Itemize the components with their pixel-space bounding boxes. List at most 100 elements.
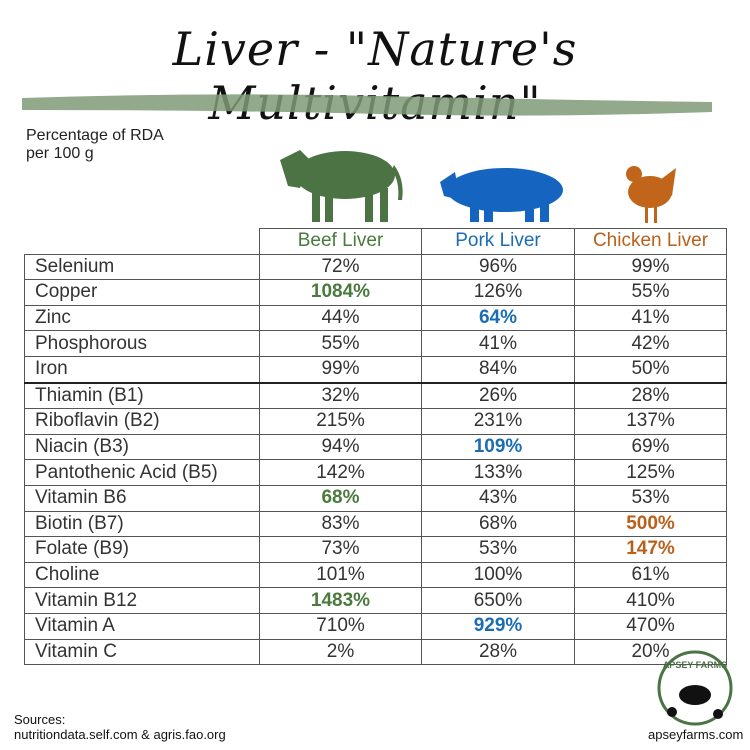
column-header: Pork Liver: [421, 228, 575, 255]
cell: 101%: [259, 561, 422, 589]
row-label: Zinc: [24, 304, 260, 332]
row-label: Vitamin B12: [24, 587, 260, 614]
cell: 53%: [574, 484, 727, 512]
cell: 44%: [259, 304, 422, 332]
cell: 26%: [421, 382, 575, 410]
cell: 147%: [574, 536, 727, 563]
table-row: Choline 101% 100% 61%: [24, 561, 727, 589]
row-label: Folate (B9): [24, 536, 260, 563]
cell: 72%: [259, 253, 422, 281]
row-label: Selenium: [24, 253, 260, 281]
table-row: Vitamin B12 1483% 650% 410%: [24, 587, 727, 614]
cell: 20%: [574, 638, 727, 666]
cell: 100%: [421, 561, 575, 589]
cell: 96%: [421, 253, 575, 281]
cell: 32%: [259, 382, 422, 410]
row-label: Biotin (B7): [24, 510, 260, 538]
sources: Sources: nutritiondata.self.com & agris.f…: [14, 712, 226, 742]
cell: 410%: [574, 587, 727, 614]
url: apseyfarms.com: [648, 727, 744, 742]
logo-text: APSEY FARMS: [663, 660, 727, 670]
row-label: Riboflavin (B2): [24, 408, 260, 435]
table-row: Zinc 44% 64% 41%: [24, 304, 727, 332]
header-blank: [24, 228, 260, 255]
cell: 99%: [574, 253, 727, 281]
row-label: Vitamin B6: [24, 484, 260, 512]
row-label: Vitamin C: [24, 638, 260, 666]
cow: [280, 150, 403, 222]
cell: 61%: [574, 561, 727, 589]
cell: 1483%: [259, 587, 422, 614]
table-row: Copper 1084% 126% 55%: [24, 279, 727, 306]
table-row: Biotin (B7) 83% 68% 500%: [24, 510, 727, 538]
subtitle-line: Percentage of RDA: [26, 127, 164, 144]
cell: 55%: [574, 279, 727, 306]
chicken: [626, 166, 676, 223]
cell: 500%: [574, 510, 727, 538]
row-label: Choline: [24, 561, 260, 589]
row-label: Vitamin A: [24, 612, 260, 640]
row-label: Copper: [24, 279, 260, 306]
cell: 41%: [421, 330, 575, 357]
row-label: Phosphorous: [24, 330, 260, 357]
table-row: Iron 99% 84% 50%: [24, 355, 727, 384]
subtitle-line: per 100 g: [26, 145, 94, 162]
header-row: Beef Liver Pork Liver Chicken Liver: [24, 228, 727, 255]
cell: 109%: [421, 433, 575, 461]
table: Beef Liver Pork Liver Chicken Liver Seleniu…: [24, 228, 727, 666]
cell: 41%: [574, 304, 727, 332]
cell: 231%: [421, 408, 575, 435]
cell: 83%: [259, 510, 422, 538]
table-row: Selenium 72% 96% 99%: [24, 253, 727, 281]
cell: 126%: [421, 279, 575, 306]
subtitle: Percentage of RDA per 100 g: [26, 127, 164, 163]
cell: 470%: [574, 612, 727, 640]
table-row: Riboflavin (B2) 215% 231% 137%: [24, 408, 727, 435]
column-header: Chicken Liver: [574, 228, 727, 255]
cell: 133%: [421, 459, 575, 486]
cell: 68%: [259, 484, 422, 512]
cell: 68%: [421, 510, 575, 538]
cell: 215%: [259, 408, 422, 435]
cell: 28%: [421, 638, 575, 666]
cell: 64%: [421, 304, 575, 332]
table-row: Vitamin A 710% 929% 470%: [24, 612, 727, 640]
cell: 28%: [574, 382, 727, 410]
logo: APSEY FARMS: [657, 650, 733, 726]
cell: 1084%: [259, 279, 422, 306]
table-row: Vitamin B6 68% 43% 53%: [24, 484, 727, 512]
cell: 94%: [259, 433, 422, 461]
cell: 69%: [574, 433, 727, 461]
table-row: Pantothenic Acid (B5) 142% 133% 125%: [24, 459, 727, 486]
row-label: Niacin (B3): [24, 433, 260, 461]
cell: 73%: [259, 536, 422, 563]
table-row: Thiamin (B1) 32% 26% 28%: [24, 382, 727, 410]
row-label: Iron: [24, 355, 260, 384]
cell: 650%: [421, 587, 575, 614]
row-label: Pantothenic Acid (B5): [24, 459, 260, 486]
cell: 142%: [259, 459, 422, 486]
cell: 710%: [259, 612, 422, 640]
cell: 137%: [574, 408, 727, 435]
table-row: Folate (B9) 73% 53% 147%: [24, 536, 727, 563]
cell: 2%: [259, 638, 422, 666]
cell: 43%: [421, 484, 575, 512]
column-header: Beef Liver: [259, 228, 422, 255]
table-row: Phosphorous 55% 41% 42%: [24, 330, 727, 357]
source-line: nutritiondata.self.com & agris.fao.org: [14, 727, 226, 742]
cell: 929%: [421, 612, 575, 640]
cell: 55%: [259, 330, 422, 357]
cell: 42%: [574, 330, 727, 357]
source-line: Sources:: [14, 712, 66, 727]
cell: 53%: [421, 536, 575, 563]
cell: 84%: [421, 355, 575, 384]
cell: 50%: [574, 355, 727, 384]
pig: [440, 168, 563, 222]
brush-stroke: [22, 94, 712, 116]
cell: 125%: [574, 459, 727, 486]
table-row: Niacin (B3) 94% 109% 69%: [24, 433, 727, 461]
row-label: Thiamin (B1): [24, 382, 260, 410]
cell: 99%: [259, 355, 422, 384]
